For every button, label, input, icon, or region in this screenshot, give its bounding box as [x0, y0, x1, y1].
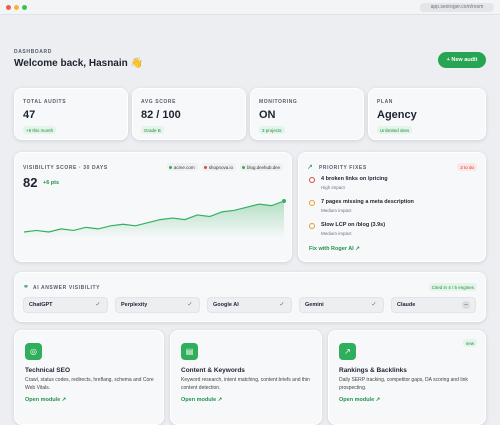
module-icon: ◎ [25, 343, 42, 360]
icon: ↗ [307, 164, 313, 171]
site-name: shopnova.io [208, 164, 233, 170]
dot [14, 5, 19, 10]
module-card: ▤ Content & Keywords Keyword research, int… [170, 330, 322, 425]
engine-name: Claude [397, 302, 416, 308]
module-desc: Keyword research, intent matching, conte… [181, 377, 310, 391]
module-icon: ▤ [181, 343, 198, 360]
stat-value: Agency [377, 109, 417, 121]
module-link[interactable]: Open module ↗ [181, 397, 223, 403]
impact-icon [309, 223, 315, 229]
card-title: AI ANSWER VISIBILITY [33, 285, 101, 291]
new-audit-button[interactable]: + New audit [438, 52, 486, 68]
stat-card: AVG SCORE 82 / 100 Grade B [132, 88, 246, 140]
engine-chip: ChatGPT ✓ [23, 297, 108, 313]
site-dot [241, 165, 245, 169]
stat-chip: +8 this month [23, 126, 57, 134]
fix-text: Slow LCP on /blog (3.9s) [321, 222, 386, 228]
fix-link[interactable]: Fix with Roger AI ↗ [309, 246, 360, 252]
todo-badge: 3 to do [457, 163, 477, 171]
area [24, 201, 284, 238]
module-icon: ↗ [339, 343, 356, 360]
engine-chip: Gemini ✓ [299, 297, 384, 313]
score: 82 [23, 175, 38, 190]
site-chip: acme.com [166, 163, 198, 171]
module-desc: Crawl, status codes, redirects, hreflang… [25, 377, 154, 391]
site-dot [203, 165, 207, 169]
impact-icon [309, 200, 315, 206]
site-chip: shopnova.io [201, 163, 236, 171]
engine-name: ChatGPT [29, 302, 53, 308]
stat-card: MONITORING ON 3 projects [250, 88, 364, 140]
engine-name: Gemini [305, 302, 324, 308]
site-chip: blog.devhub.dev [239, 163, 283, 171]
site-dot [168, 165, 172, 169]
engine-status: – [462, 301, 470, 309]
engine-name: Google AI [213, 302, 239, 308]
module-link[interactable]: Open module ↗ [339, 397, 381, 403]
engine-name: Perplexity [121, 302, 148, 308]
fix-impact: Medium impact [321, 231, 352, 236]
engine-status: ✓ [371, 302, 377, 308]
engine-chip: Claude – [391, 297, 476, 313]
engine-chip: Google AI ✓ [207, 297, 292, 313]
engine-chip: Perplexity ✓ [115, 297, 200, 313]
stat-value: 82 / 100 [141, 109, 181, 121]
module-link[interactable]: Open module ↗ [25, 397, 67, 403]
stat-value: 47 [23, 109, 36, 121]
icon: ⚭ [23, 284, 29, 291]
site-name: acme.com [173, 164, 195, 170]
url: app.seoroger.com/room [420, 3, 494, 12]
fixes-card: PRIORITY FIXES ↗ 3 to do 4 broken links … [298, 152, 486, 262]
stat-chip: Unlimited sites [377, 126, 413, 134]
engine-status: ✓ [187, 302, 193, 308]
browser-bar: app.seoroger.com/room [0, 0, 500, 15]
module-title: Technical SEO [25, 367, 71, 374]
card-title: PRIORITY FIXES [319, 165, 367, 171]
end-point [282, 199, 286, 203]
fix-impact: High impact [321, 185, 345, 190]
ai-card: ⚭ AI ANSWER VISIBILITY Cited in 4 / 5 en… [14, 272, 486, 322]
site-legend: acme.com shopnova.io blog.devhub.dev [166, 163, 283, 171]
cited-badge: Cited in 4 / 5 engines [428, 283, 477, 291]
module-title: Content & Keywords [181, 367, 245, 374]
module-desc: Daily SERP tracking, competitor gaps, DA… [339, 377, 468, 391]
stat-label: PLAN [377, 99, 394, 105]
engine-status: ✓ [279, 302, 285, 308]
module-title: Rankings & Backlinks [339, 367, 407, 374]
dot [6, 5, 11, 10]
line-chart [23, 199, 286, 238]
new-badge: new [462, 339, 477, 347]
site-name: blog.devhub.dev [246, 164, 280, 170]
engine-status: ✓ [95, 302, 101, 308]
line [23, 200, 285, 233]
stat-card: TOTAL AUDITS 47 +8 this month [14, 88, 128, 140]
stat-chip: 3 projects [259, 126, 285, 134]
module-card: ↗ new Rankings & Backlinks Daily SERP track… [328, 330, 486, 425]
stat-value: ON [259, 109, 276, 121]
module-card: ◎ Technical SEO Crawl, status codes, redir… [14, 330, 164, 425]
stat-label: AVG SCORE [141, 99, 177, 105]
delta: +6 pts [43, 180, 60, 186]
impact-icon [309, 177, 315, 183]
stat-chip: Grade B [141, 126, 164, 134]
stat-label: TOTAL AUDITS [23, 99, 67, 105]
fix-text: 4 broken links on /pricing [321, 176, 388, 182]
welcome: Welcome back, Hasnain 👋 [14, 58, 143, 69]
fix-impact: Medium impact [321, 208, 352, 213]
stat-label: MONITORING [259, 99, 298, 105]
card-title: VISIBILITY SCORE · 30 DAYS [23, 165, 108, 171]
eyebrow: DASHBOARD [14, 49, 52, 55]
dot [22, 5, 27, 10]
stat-card: PLAN Agency Unlimited sites [368, 88, 486, 140]
visibility-card: VISIBILITY SCORE · 30 DAYS acme.com shopn… [14, 152, 292, 262]
fix-text: 7 pages missing a meta description [321, 199, 414, 205]
